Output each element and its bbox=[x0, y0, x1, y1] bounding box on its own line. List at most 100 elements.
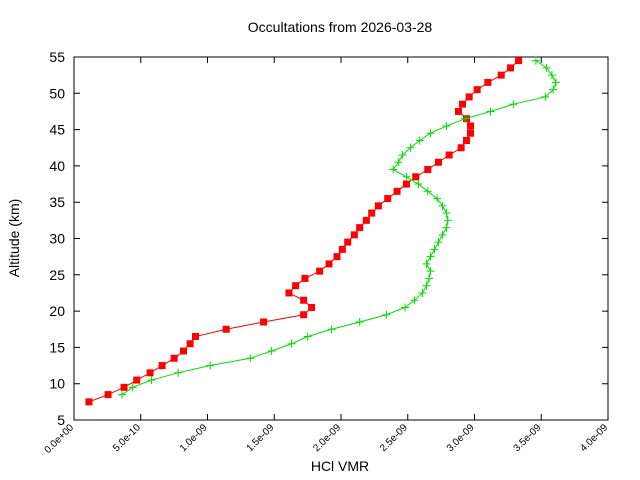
y-tick-label: 30 bbox=[49, 231, 65, 247]
point-marker bbox=[325, 260, 333, 268]
point-marker bbox=[438, 201, 447, 210]
point-marker bbox=[454, 107, 462, 115]
point-marker bbox=[410, 296, 419, 305]
y-tick-label: 10 bbox=[49, 376, 65, 392]
point-marker bbox=[549, 85, 558, 94]
point-marker bbox=[445, 151, 453, 159]
point-marker bbox=[442, 209, 451, 218]
point-marker bbox=[393, 187, 401, 195]
point-marker bbox=[542, 63, 551, 72]
point-marker bbox=[415, 136, 424, 145]
point-marker bbox=[174, 368, 183, 377]
point-marker bbox=[402, 172, 411, 181]
point-marker bbox=[486, 107, 495, 116]
y-tick-label: 25 bbox=[49, 267, 65, 283]
point-marker bbox=[356, 224, 364, 232]
chart-title: Occultations from 2026-03-28 bbox=[248, 19, 433, 35]
point-marker bbox=[458, 100, 466, 108]
x-axis-label: HCl VMR bbox=[311, 458, 369, 474]
point-marker bbox=[191, 333, 199, 341]
y-tick-label: 50 bbox=[49, 85, 65, 101]
point-marker bbox=[541, 92, 550, 101]
point-marker bbox=[442, 223, 451, 232]
point-marker bbox=[287, 339, 296, 348]
point-marker bbox=[85, 398, 93, 406]
point-marker bbox=[531, 56, 540, 65]
point-marker bbox=[300, 296, 308, 304]
point-marker bbox=[461, 114, 470, 123]
point-marker bbox=[418, 288, 427, 297]
x-tick-label: 2.0e-09 bbox=[311, 422, 343, 454]
point-marker bbox=[507, 64, 515, 72]
point-marker bbox=[406, 143, 415, 152]
x-tick-label: 2.5e-09 bbox=[378, 422, 410, 454]
point-marker bbox=[170, 354, 178, 362]
point-marker bbox=[104, 391, 112, 399]
point-marker bbox=[484, 78, 492, 86]
point-marker bbox=[473, 86, 481, 94]
point-marker bbox=[425, 274, 434, 283]
point-marker bbox=[423, 187, 432, 196]
point-marker bbox=[426, 129, 435, 138]
x-tick-label: 1.0e-09 bbox=[178, 422, 210, 454]
point-marker bbox=[327, 325, 336, 334]
point-marker bbox=[401, 303, 410, 312]
point-marker bbox=[355, 317, 364, 326]
point-marker bbox=[412, 173, 420, 181]
x-tick-label: 3.0e-09 bbox=[445, 422, 477, 454]
y-tick-label: 45 bbox=[49, 122, 65, 138]
point-marker bbox=[426, 267, 435, 276]
point-marker bbox=[267, 347, 276, 356]
point-marker bbox=[422, 259, 431, 268]
point-marker bbox=[433, 194, 442, 203]
point-marker bbox=[394, 158, 403, 167]
point-marker bbox=[422, 281, 431, 290]
point-marker bbox=[398, 151, 407, 160]
point-marker bbox=[443, 216, 452, 225]
x-tick-label: 4.0e-09 bbox=[578, 422, 610, 454]
point-marker bbox=[434, 238, 443, 247]
point-marker bbox=[303, 332, 312, 341]
point-marker bbox=[350, 231, 358, 239]
series-line bbox=[88, 60, 519, 403]
point-marker bbox=[462, 136, 470, 144]
point-marker bbox=[333, 253, 341, 261]
point-marker bbox=[222, 325, 230, 333]
point-marker bbox=[374, 202, 382, 210]
x-tick-label: 5.0e-10 bbox=[111, 422, 143, 454]
point-marker bbox=[509, 100, 518, 109]
point-marker bbox=[389, 165, 398, 174]
point-marker bbox=[158, 362, 166, 370]
x-tick-label: 3.5e-09 bbox=[512, 422, 544, 454]
point-marker bbox=[308, 303, 316, 311]
point-marker bbox=[426, 252, 435, 261]
point-marker bbox=[300, 311, 308, 319]
point-marker bbox=[179, 347, 187, 355]
point-marker bbox=[338, 245, 346, 253]
point-marker bbox=[344, 238, 352, 246]
point-marker bbox=[301, 274, 309, 282]
y-tick-label: 55 bbox=[49, 49, 65, 65]
y-tick-label: 20 bbox=[49, 303, 65, 319]
point-marker bbox=[430, 245, 439, 254]
point-marker bbox=[382, 310, 391, 319]
point-marker bbox=[551, 78, 560, 87]
point-marker bbox=[120, 383, 128, 391]
point-marker bbox=[438, 230, 447, 239]
point-marker bbox=[146, 369, 154, 377]
y-tick-label: 15 bbox=[49, 339, 65, 355]
y-axis-label: Altitude (km) bbox=[6, 199, 22, 278]
point-marker bbox=[442, 121, 451, 130]
point-marker bbox=[384, 195, 392, 203]
point-marker bbox=[128, 383, 137, 392]
plot-frame bbox=[73, 56, 609, 421]
point-marker bbox=[414, 180, 423, 189]
point-marker bbox=[133, 376, 141, 384]
point-marker bbox=[402, 180, 410, 188]
point-marker bbox=[515, 57, 523, 65]
y-tick-label: 5 bbox=[57, 412, 65, 428]
point-marker bbox=[285, 289, 293, 297]
point-marker bbox=[547, 71, 556, 80]
